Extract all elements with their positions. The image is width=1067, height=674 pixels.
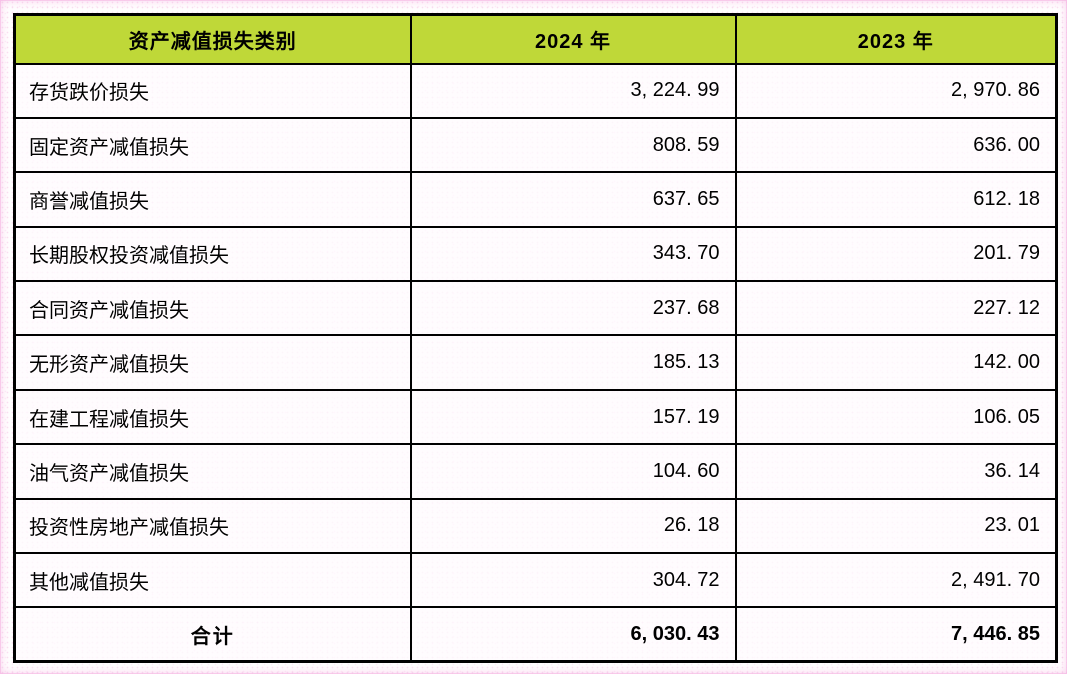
- category-cell: 商誉减值损失: [13, 171, 412, 228]
- category-header-cell: 资产减值损失类别: [13, 13, 412, 65]
- value-2024-cell: 304. 72: [409, 552, 737, 609]
- table-row: 在建工程减值损失 157. 19 106. 05: [13, 388, 1058, 446]
- value-2024-cell: 237. 68: [409, 280, 737, 337]
- header-row: 资产减值损失类别 2024 年 2023 年: [13, 13, 1058, 65]
- category-cell: 存货跌价损失: [13, 62, 412, 119]
- table-row: 固定资产减值损失 808. 59 636. 00: [13, 116, 1058, 174]
- table-row: 无形资产减值损失 185. 13 142. 00: [13, 334, 1058, 391]
- total-row: 合计 6, 030. 43 7, 446. 85: [13, 606, 1058, 663]
- table-row: 长期股权投资减值损失 343. 70 201. 79: [13, 225, 1058, 283]
- value-2023-cell: 23. 01: [734, 497, 1058, 555]
- value-2023-cell: 106. 05: [734, 388, 1058, 446]
- table-row: 油气资产减值损失 104. 60 36. 14: [13, 443, 1058, 500]
- value-2023-cell: 36. 14: [734, 443, 1058, 500]
- total-label-cell: 合计: [13, 606, 412, 663]
- value-2023-cell: 636. 00: [734, 116, 1058, 174]
- total-2023-cell: 7, 446. 85: [734, 606, 1058, 663]
- table-row: 投资性房地产减值损失 26. 18 23. 01: [13, 497, 1058, 555]
- category-cell: 投资性房地产减值损失: [13, 497, 412, 555]
- year-2023-header-cell: 2023 年: [734, 13, 1058, 65]
- value-2024-cell: 185. 13: [409, 334, 737, 391]
- value-2024-cell: 3, 224. 99: [409, 62, 737, 119]
- category-cell: 油气资产减值损失: [13, 443, 412, 500]
- impairment-loss-table: 资产减值损失类别 2024 年 2023 年 存货跌价损失 3, 224. 99…: [13, 13, 1058, 664]
- table-row: 合同资产减值损失 237. 68 227. 12: [13, 280, 1058, 337]
- value-2023-cell: 227. 12: [734, 280, 1058, 337]
- value-2023-cell: 142. 00: [734, 334, 1058, 391]
- value-2024-cell: 104. 60: [409, 443, 737, 500]
- category-cell: 无形资产减值损失: [13, 334, 412, 391]
- value-2023-cell: 201. 79: [734, 225, 1058, 283]
- value-2024-cell: 26. 18: [409, 497, 737, 555]
- category-cell: 合同资产减值损失: [13, 280, 412, 337]
- table-body: 存货跌价损失 3, 224. 99 2, 970. 86 固定资产减值损失 80…: [13, 62, 1058, 663]
- total-2024-cell: 6, 030. 43: [409, 606, 737, 663]
- value-2024-cell: 808. 59: [409, 116, 737, 174]
- value-2024-cell: 637. 65: [409, 171, 737, 228]
- category-cell: 固定资产减值损失: [13, 116, 412, 174]
- table-row: 其他减值损失 304. 72 2, 491. 70: [13, 552, 1058, 609]
- value-2023-cell: 612. 18: [734, 171, 1058, 228]
- value-2024-cell: 343. 70: [409, 225, 737, 283]
- value-2024-cell: 157. 19: [409, 388, 737, 446]
- category-cell: 长期股权投资减值损失: [13, 225, 412, 283]
- category-cell: 其他减值损失: [13, 552, 412, 609]
- year-2024-header-cell: 2024 年: [409, 13, 737, 65]
- category-cell: 在建工程减值损失: [13, 388, 412, 446]
- table-row: 存货跌价损失 3, 224. 99 2, 970. 86: [13, 62, 1058, 119]
- value-2023-cell: 2, 491. 70: [734, 552, 1058, 609]
- table-row: 商誉减值损失 637. 65 612. 18: [13, 171, 1058, 228]
- value-2023-cell: 2, 970. 86: [734, 62, 1058, 119]
- table-header: 资产减值损失类别 2024 年 2023 年: [13, 13, 1058, 65]
